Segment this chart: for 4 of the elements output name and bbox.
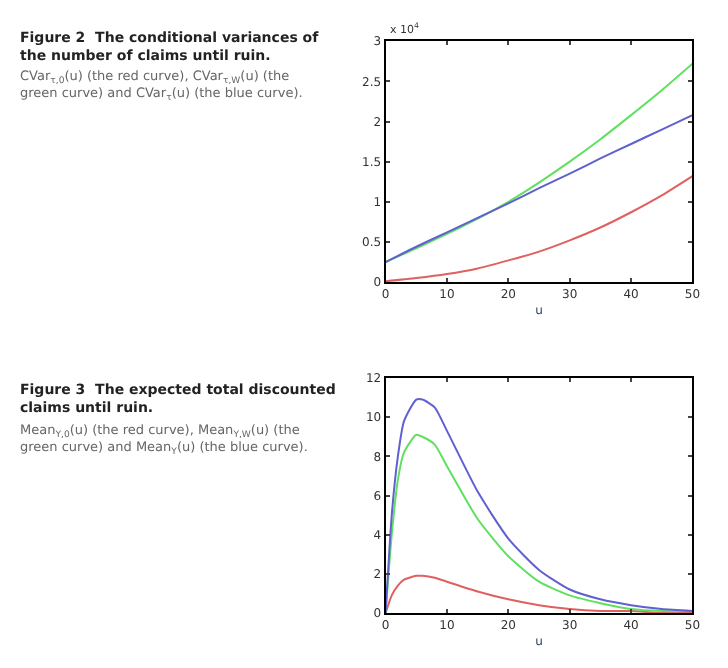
line-series bbox=[385, 114, 693, 264]
line-series bbox=[385, 574, 693, 614]
line-series bbox=[385, 398, 693, 614]
line-series bbox=[385, 175, 693, 283]
